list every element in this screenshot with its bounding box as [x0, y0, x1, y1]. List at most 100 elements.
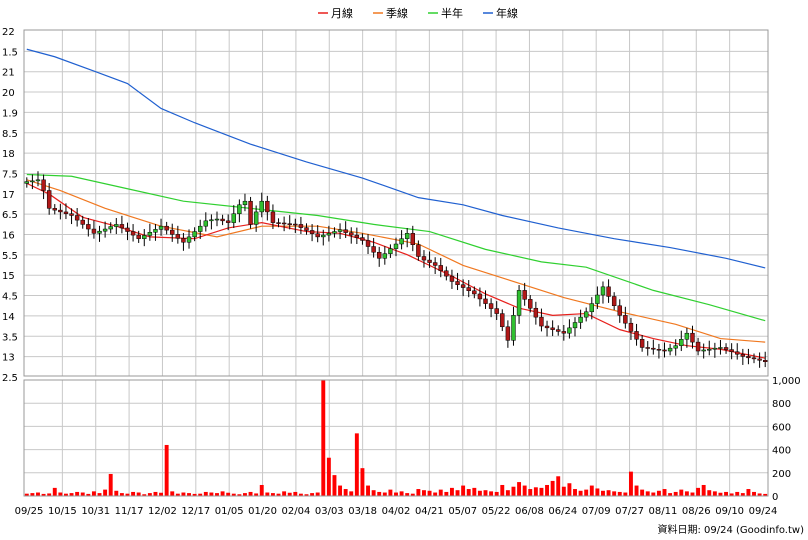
candle-body: [248, 200, 253, 225]
candle-body: [69, 213, 74, 216]
candle-body: [472, 290, 477, 295]
candle-body: [561, 331, 567, 334]
candle-body: [550, 327, 555, 330]
candle-body: [438, 265, 443, 272]
candle-body: [337, 229, 343, 232]
volume-bar: [276, 493, 281, 496]
candle-body: [91, 228, 97, 234]
volume-bar: [147, 493, 152, 496]
volume-bar: [567, 483, 572, 496]
candle-body: [276, 222, 281, 224]
date-tick-label: 06/08: [515, 506, 544, 517]
candle: [198, 219, 203, 240]
price-tick-label: 7.5: [2, 169, 18, 180]
candle-body: [427, 259, 432, 263]
volume-bar: [326, 457, 331, 496]
candle-body: [404, 233, 410, 239]
candle: [125, 222, 130, 241]
volume-bar: [142, 494, 147, 496]
candle: [192, 227, 197, 242]
price-y-axis: 22 1.5 21 20 1.9 8.5 18 7.5 17 6.5 16 5.5 15 4.5 14 3.5…: [2, 27, 18, 384]
candle-body: [701, 349, 706, 352]
volume-bar: [198, 493, 203, 496]
candle: [701, 343, 706, 359]
volume-bar: [315, 492, 320, 496]
date-tick-label: 04/21: [415, 506, 444, 517]
candle: [360, 233, 365, 245]
candle: [80, 215, 85, 229]
volume-bar: [584, 489, 589, 496]
candle: [287, 215, 292, 230]
candle: [343, 221, 348, 238]
volume-bar: [209, 492, 214, 496]
candle-body: [600, 286, 606, 296]
legend-item: 年線: [483, 6, 518, 20]
date-tick-label: 09/25: [15, 506, 44, 517]
volume-bar: [248, 491, 253, 496]
candle-body: [237, 204, 242, 214]
candle-body: [511, 315, 516, 341]
candle: [321, 229, 326, 246]
candle: [444, 266, 449, 281]
candle-body: [181, 238, 186, 243]
volume-bar: [86, 493, 91, 496]
volume-bar: [343, 489, 348, 496]
volume-bar: [623, 492, 628, 496]
candle-body: [556, 329, 561, 332]
candle: [695, 337, 701, 356]
date-tick-label: 03/03: [315, 506, 344, 517]
candle-body: [58, 209, 63, 213]
candle: [181, 232, 186, 251]
candle-body: [175, 234, 181, 239]
legend-item: 半年: [428, 6, 463, 20]
candle: [572, 317, 578, 337]
volume-grid: [24, 380, 768, 496]
volume-bar: [298, 493, 303, 496]
candle-body: [416, 244, 421, 257]
date-tick-label: 06/24: [548, 506, 577, 517]
candle-body: [500, 313, 505, 328]
candle: [488, 298, 494, 318]
candle-body: [528, 299, 533, 309]
candle: [712, 342, 718, 358]
volume-bar: [97, 493, 102, 496]
legend: 月線 季線 半年 年線: [318, 6, 518, 20]
date-tick-label: 05/07: [448, 506, 477, 517]
candle: [214, 211, 220, 227]
candle-body: [80, 219, 85, 225]
candle: [270, 204, 276, 230]
candle: [583, 307, 589, 322]
candle: [170, 223, 175, 242]
volume-bar: [243, 493, 247, 496]
candle: [729, 343, 734, 360]
candle: [242, 193, 248, 212]
volume-bar: [410, 493, 415, 496]
volume-bar: [293, 491, 298, 496]
candle: [91, 220, 97, 239]
candle-body: [623, 315, 628, 324]
candle: [265, 195, 270, 221]
volume-bar: [617, 491, 622, 496]
volume-bar: [75, 491, 80, 496]
candle: [203, 212, 209, 232]
candle-body: [617, 305, 622, 316]
candle-body: [388, 248, 393, 254]
candle: [757, 352, 762, 368]
candle-body: [170, 229, 175, 235]
candle: [740, 348, 746, 365]
volume-bar: [366, 485, 370, 496]
candle: [281, 216, 287, 232]
candle-body: [24, 181, 30, 184]
volume-bar: [494, 491, 499, 496]
candle-body: [455, 281, 460, 285]
volume-tick-label: 200: [772, 469, 791, 480]
candle-body: [583, 311, 589, 318]
price-tick-label: 1.5: [2, 47, 18, 58]
volume-bar: [254, 493, 259, 496]
volume-tick-label: 600: [772, 422, 791, 433]
candle: [751, 353, 757, 364]
candle: [662, 342, 667, 358]
candle-body: [679, 339, 684, 346]
candle: [494, 301, 499, 320]
